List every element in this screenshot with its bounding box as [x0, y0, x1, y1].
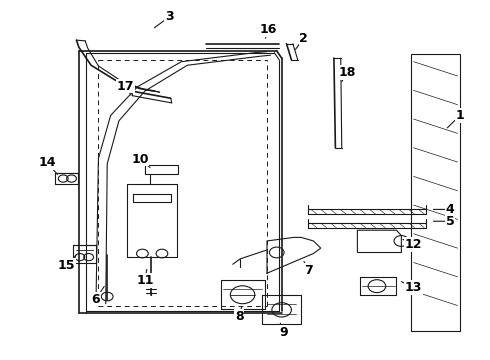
- Text: 6: 6: [92, 293, 100, 306]
- Text: 16: 16: [260, 23, 277, 36]
- Text: 2: 2: [299, 32, 308, 45]
- Text: 12: 12: [405, 238, 422, 251]
- Text: 14: 14: [38, 156, 56, 169]
- Text: 4: 4: [446, 203, 455, 216]
- Text: 8: 8: [235, 310, 244, 323]
- Text: 5: 5: [446, 215, 455, 228]
- Text: 3: 3: [165, 10, 173, 23]
- FancyBboxPatch shape: [145, 165, 178, 174]
- Text: 15: 15: [58, 259, 75, 272]
- Text: 1: 1: [456, 109, 465, 122]
- Text: 13: 13: [405, 281, 422, 294]
- Text: 17: 17: [117, 80, 134, 93]
- Text: 11: 11: [136, 274, 153, 287]
- Text: 7: 7: [304, 264, 313, 277]
- Text: 10: 10: [131, 153, 148, 166]
- Text: 18: 18: [339, 66, 356, 79]
- Text: 9: 9: [280, 326, 289, 339]
